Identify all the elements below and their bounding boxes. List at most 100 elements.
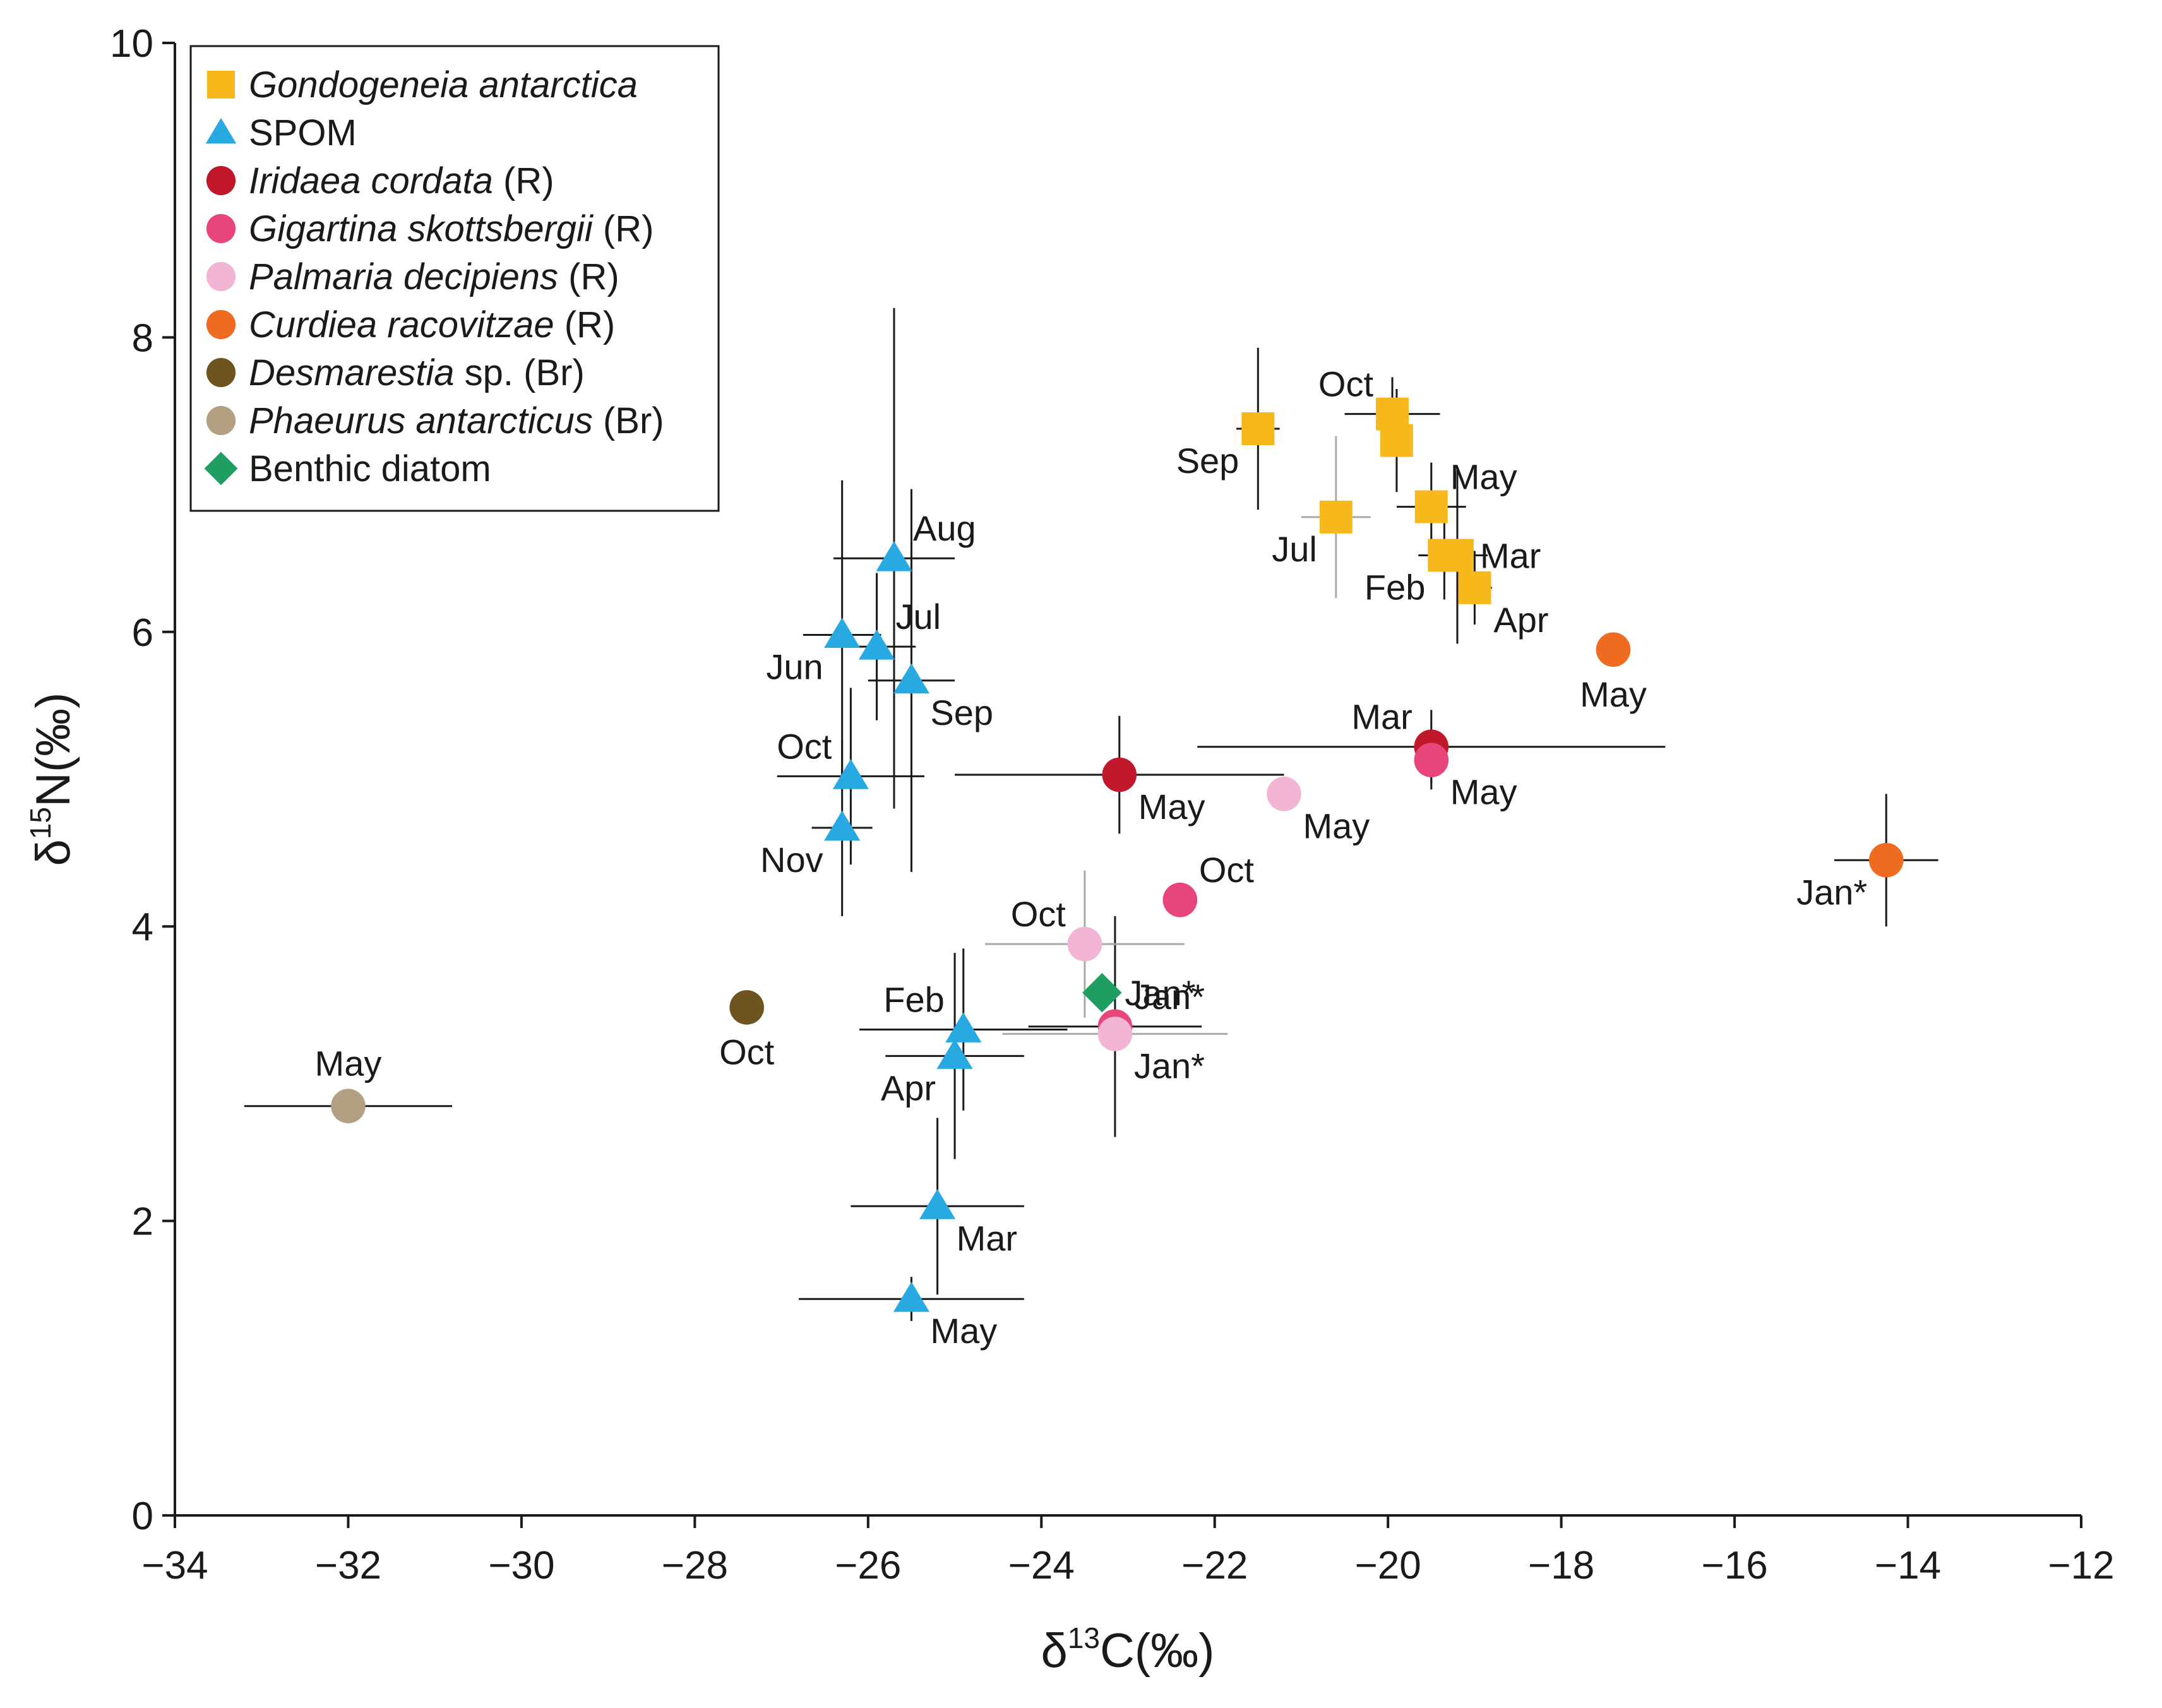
desmarestia-sp-br-point: [729, 990, 764, 1025]
data-markers: [331, 397, 1904, 1312]
point-label: Jan*: [1134, 977, 1205, 1017]
y-tick-label: 10: [110, 22, 153, 66]
spom-point: [824, 618, 861, 648]
x-tick-label: −34: [141, 1544, 208, 1587]
legend: Gondogeneia antarctica SPOM Iridaea cordat…: [189, 45, 720, 512]
legend-item-palmaria-decipiens-r: Palmaria decipiens (R): [206, 256, 619, 297]
x-tick-label: −18: [1528, 1544, 1594, 1587]
axes: −34 −32 −30 −28 −26 −24 −22 −20 −18 −16 −14 −12 0 2 4…: [110, 22, 2115, 1587]
x-tick-label: −14: [1875, 1544, 1941, 1587]
legend-item-desmarestia-sp-br: Desmarestia sp. (Br): [206, 352, 585, 393]
point-label: Jan*: [1796, 872, 1867, 912]
point-label: Feb: [883, 979, 945, 1019]
point-label: May: [1138, 787, 1205, 827]
curdiea-racovitzae-r-point: [1868, 842, 1904, 878]
legend-marker-curdiea-racovitzae-r: [206, 309, 236, 340]
gigartina-skottsbergii-r-point: [1162, 882, 1198, 917]
legend-label: SPOM: [249, 112, 357, 153]
legend-label: Palmaria decipiens (R): [249, 256, 619, 297]
legend-marker-palmaria-decipiens-r: [206, 261, 236, 292]
spom-point: [824, 810, 861, 841]
legend-label: Curdiea racovitzae (R): [249, 304, 615, 345]
legend-item-spom: SPOM: [205, 112, 357, 153]
spom-point: [919, 1188, 956, 1219]
point-label: Mar: [1480, 536, 1541, 576]
legend-box: [189, 45, 720, 512]
legend-label: Benthic diatom: [249, 448, 491, 489]
x-axis-title: δ13C(‰): [1041, 1621, 1215, 1678]
y-tick-label: 2: [132, 1200, 153, 1244]
curdiea-racovitzae-r-point: [1596, 632, 1631, 667]
point-label: Sep: [1176, 441, 1239, 481]
phaeurus-antarcticus-br-point: [331, 1089, 366, 1124]
y-tick-label: 8: [132, 316, 153, 360]
x-tick-label: −22: [1181, 1544, 1248, 1587]
point-label: Mar: [1351, 697, 1412, 737]
legend-label: Gigartina skottsbergii (R): [249, 208, 654, 249]
gondogeneia-antarctica-point: [1414, 490, 1448, 523]
x-tick-label: −28: [662, 1544, 728, 1587]
point-label: May: [930, 1311, 997, 1351]
gondogeneia-antarctica-point: [1319, 500, 1353, 534]
legend-marker-phaeurus-antarcticus-br: [206, 405, 236, 436]
gigartina-skottsbergii-r-point: [1414, 743, 1449, 777]
point-label: May: [1303, 806, 1370, 845]
y-ticks: 0 2 4 6 8 10: [110, 22, 175, 1538]
gondogeneia-antarctica-point: [1380, 424, 1413, 457]
legend-label: Iridaea cordata (R): [249, 160, 554, 201]
spom-point: [893, 663, 930, 694]
palmaria-decipiens-r-point: [1267, 777, 1301, 811]
x-tick-label: −32: [315, 1544, 381, 1587]
legend-marker-benthic-diatom: [204, 451, 238, 486]
palmaria-decipiens-r-point: [1067, 926, 1102, 962]
legend-item-curdiea-racovitzae-r: Curdiea racovitzae (R): [206, 304, 615, 345]
spom-point: [945, 1012, 982, 1042]
point-label: Oct: [1011, 894, 1066, 934]
point-label: Nov: [760, 840, 823, 880]
point-label: Jul: [1272, 529, 1317, 569]
point-label: Oct: [1199, 850, 1255, 890]
x-ticks: −34 −32 −30 −28 −26 −24 −22 −20 −18 −16 −14 −12: [141, 1515, 2115, 1587]
spom-point: [936, 1039, 973, 1069]
iridaea-cordata-r-point: [1102, 757, 1137, 792]
y-tick-label: 0: [132, 1495, 153, 1538]
x-tick-label: −30: [488, 1544, 554, 1587]
point-label: May: [1450, 457, 1517, 497]
gondogeneia-antarctica-point: [1241, 412, 1275, 445]
gondogeneia-antarctica-point: [1458, 571, 1491, 604]
point-label: Apr: [1493, 600, 1548, 640]
x-tick-label: −12: [2048, 1544, 2114, 1587]
point-label: Oct: [719, 1032, 775, 1072]
y-axis-title: δ15N(‰): [24, 693, 80, 866]
legend-label: Gondogeneia antarctica: [249, 64, 638, 105]
legend-marker-desmarestia-sp-br: [206, 357, 236, 388]
point-label: Aug: [913, 508, 976, 548]
spom-point: [832, 759, 869, 789]
point-label: Jan*: [1125, 973, 1195, 1013]
spom-point: [876, 540, 912, 571]
point-label: Jan*: [1134, 1046, 1205, 1085]
point-label: May: [1580, 674, 1647, 714]
point-label: Apr: [881, 1068, 936, 1108]
x-tick-label: −24: [1008, 1544, 1075, 1587]
legend-item-gondogeneia-antarctica: Gondogeneia antarctica: [207, 64, 638, 105]
point-label: May: [1450, 772, 1517, 812]
legend-item-phaeurus-antarcticus-br: Phaeurus antarcticus (Br): [206, 400, 664, 441]
point-label: May: [315, 1044, 382, 1084]
point-label: Oct: [777, 726, 832, 766]
point-label: Sep: [930, 693, 993, 732]
legend-marker-iridaea-cordata-r: [206, 165, 236, 196]
legend-item-benthic-diatom: Benthic diatom: [204, 448, 491, 489]
legend-marker-gondogeneia-antarctica: [207, 71, 235, 99]
point-labels: Sep Oct Jul May Mar Feb Apr Aug Jun Jul Sep Oct Nov F…: [315, 364, 1868, 1351]
legend-marker-spom: [205, 117, 237, 144]
y-tick-label: 4: [132, 905, 153, 949]
point-label: Oct: [1318, 364, 1374, 404]
y-tick-label: 6: [132, 611, 153, 655]
spom-point: [858, 629, 895, 660]
legend-label: Phaeurus antarcticus (Br): [249, 400, 664, 441]
legend-item-gigartina-skottsbergii-r: Gigartina skottsbergii (R): [206, 208, 654, 249]
spom-point: [893, 1281, 930, 1312]
benthic-diatom-point: [1082, 972, 1122, 1013]
